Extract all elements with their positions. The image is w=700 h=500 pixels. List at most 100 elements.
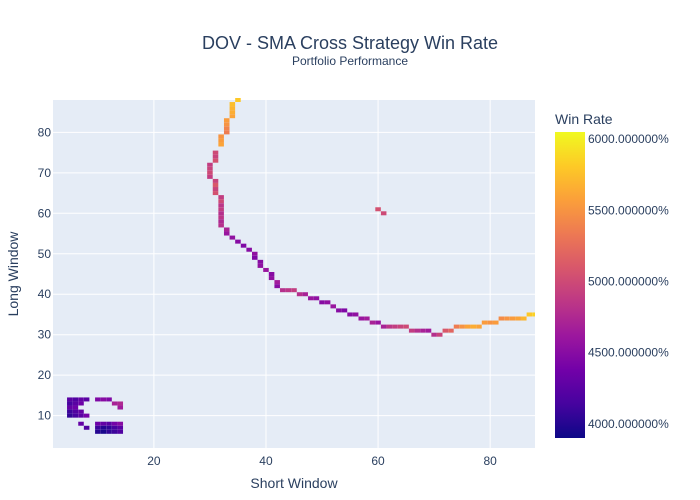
heatmap-cell: [235, 239, 241, 244]
heatmap-cell: [117, 421, 124, 426]
heatmap-cell: [431, 332, 437, 337]
heatmap-cell: [285, 288, 292, 293]
heatmap-cell: [72, 397, 79, 402]
heatmap-cell: [100, 421, 107, 426]
heatmap-cell: [207, 166, 213, 171]
heatmap-cell: [117, 401, 124, 406]
heatmap-cell: [268, 272, 275, 276]
heatmap-cell: [263, 267, 269, 272]
heatmap-cell: [257, 263, 264, 268]
heatmap-cell: [280, 288, 286, 293]
heatmap-cell: [403, 324, 409, 329]
heatmap-cell: [324, 300, 331, 305]
colorbar-tick-label: 6000.000000%: [588, 132, 669, 146]
heatmap-cell: [106, 421, 112, 426]
heatmap-cell: [330, 304, 336, 309]
heatmap-cell: [212, 150, 219, 155]
heatmap-cell: [111, 425, 118, 430]
heatmap-cell: [291, 288, 297, 293]
heatmap-cell: [78, 409, 84, 414]
y-tick-label: 70: [38, 166, 52, 180]
heatmap-cell: [464, 324, 471, 329]
x-tick-label: 40: [259, 454, 273, 468]
heatmap-cell: [459, 324, 465, 329]
y-tick-labels: 10 20 30 40 50 60 70 80: [38, 125, 52, 422]
heatmap-cell: [392, 324, 398, 329]
x-axis-title: Short Window: [250, 475, 338, 491]
heatmap-cell: [504, 316, 510, 321]
heatmap-cell: [207, 170, 213, 175]
heatmap-cell: [218, 207, 224, 212]
colorbar-tick-labels: 4000.000000% 4500.000000% 5000.000000% 5500…: [588, 132, 669, 431]
heatmap-cell: [106, 429, 112, 434]
heatmap-cell: [83, 397, 90, 402]
heatmap-cell: [78, 421, 84, 426]
heatmap-cell: [380, 324, 387, 329]
x-tick-label: 60: [371, 454, 385, 468]
heatmap-cell: [78, 401, 84, 406]
heatmap-cell: [83, 425, 90, 430]
heatmap-cell: [218, 211, 224, 216]
heatmap-cell: [235, 98, 241, 102]
heatmap-cell: [83, 413, 90, 418]
y-tick-label: 20: [38, 368, 52, 382]
heatmap-cell: [106, 425, 112, 430]
heatmap-cell: [252, 251, 258, 256]
heatmap-cell: [100, 397, 107, 402]
heatmap-cell: [117, 405, 124, 410]
heatmap-cell: [72, 409, 79, 414]
heatmap-cell: [408, 328, 415, 333]
heatmap-cell: [212, 182, 219, 187]
heatmap-cell: [207, 174, 213, 179]
heatmap-cell: [218, 203, 224, 208]
heatmap-cell: [95, 425, 101, 430]
plot-background: [53, 100, 535, 448]
heatmap-cell: [347, 312, 353, 317]
heatmap-cell: [229, 110, 236, 115]
y-tick-label: 80: [38, 125, 52, 139]
heatmap-cell: [252, 255, 258, 260]
x-tick-labels: 20 40 60 80: [147, 454, 497, 468]
heatmap-cell: [95, 397, 101, 402]
heatmap-cell: [218, 134, 224, 139]
heatmap-cell: [240, 243, 247, 248]
heatmap-cell: [364, 316, 370, 321]
heatmap-cell: [229, 235, 236, 240]
heatmap-cell: [341, 308, 348, 313]
y-tick-label: 30: [38, 328, 52, 342]
heatmap-cell: [218, 215, 224, 220]
heatmap-cell: [476, 324, 482, 329]
y-tick-label: 10: [38, 409, 52, 423]
y-tick-label: 60: [38, 206, 52, 220]
heatmap-cell: [117, 429, 124, 434]
heatmap-cell: [212, 154, 219, 159]
heatmap-cell: [218, 195, 224, 200]
heatmap-cell: [380, 211, 387, 216]
heatmap-cell: [319, 300, 325, 305]
heatmap-cell: [493, 320, 499, 325]
x-tick-label: 20: [147, 454, 161, 468]
colorbar-tick-label: 5000.000000%: [588, 274, 669, 288]
heatmap-cell: [296, 292, 303, 297]
heatmap-cell: [308, 296, 314, 301]
heatmap-cell: [67, 405, 73, 410]
heatmap-cell: [414, 328, 421, 333]
x-tick-label: 80: [483, 454, 497, 468]
heatmap-cell: [95, 421, 101, 426]
heatmap-cell: [111, 429, 118, 434]
heatmap-cell: [218, 223, 224, 228]
heatmap-cell: [386, 324, 393, 329]
colorbar: [555, 132, 585, 438]
heatmap-cell: [72, 401, 79, 406]
heatmap-cell: [487, 320, 493, 325]
heatmap-cell: [313, 296, 320, 301]
heatmap-cell: [218, 142, 224, 147]
heatmap-cell: [72, 413, 79, 418]
heatmap-cell: [100, 425, 107, 430]
heatmap-cell: [481, 320, 488, 325]
heatmap-cell: [67, 401, 73, 406]
heatmap-cell: [223, 130, 230, 135]
heatmap-cell: [397, 324, 404, 329]
heatmap-cell: [117, 425, 124, 430]
